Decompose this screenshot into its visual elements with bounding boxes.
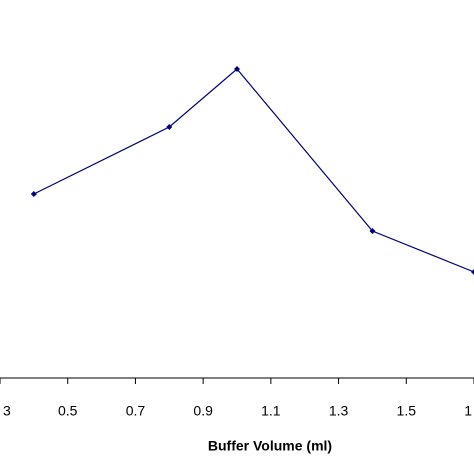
data-point: [471, 269, 474, 275]
x-tick-label: 3: [3, 403, 11, 419]
x-tick-label: 0.5: [58, 403, 78, 419]
data-line: [33, 68, 474, 273]
data-point: [166, 124, 173, 130]
data-point: [234, 66, 240, 72]
x-tick-label: 1.3: [329, 403, 349, 419]
x-tick-label: 1.1: [261, 403, 281, 419]
data-point: [30, 191, 37, 197]
x-tick-label: 1.5: [397, 403, 417, 419]
x-tick-label: 1: [464, 403, 472, 419]
x-axis-title: Buffer Volume (ml): [208, 438, 332, 454]
x-tick-label: 0.7: [126, 403, 146, 419]
data-point: [369, 228, 376, 234]
x-tick-label: 0.9: [193, 403, 213, 419]
